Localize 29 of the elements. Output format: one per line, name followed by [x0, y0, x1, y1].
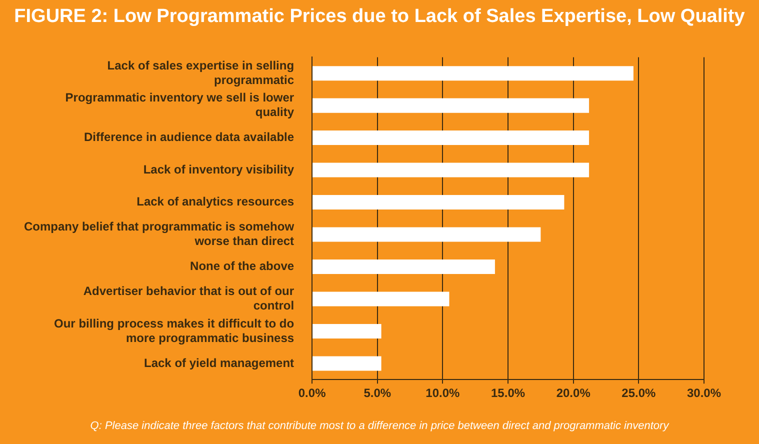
- bar: [312, 130, 590, 146]
- y-tick-label: Lack of sales expertise in selling programmatic: [107, 58, 294, 87]
- x-tick-label: 10.0%: [426, 386, 460, 400]
- x-tick-label: 15.0%: [491, 386, 526, 400]
- bar: [312, 195, 564, 210]
- y-tick-label: Company belief that programmatic is somehow worse than direct: [24, 220, 295, 248]
- y-tick-label: Lack of analytics resources: [136, 194, 294, 209]
- bar: [312, 66, 634, 81]
- bar: [312, 292, 450, 306]
- text: Q: Please indicate three factors that contribute most to a difference in price between direct and programmatic inventory: [89, 420, 670, 432]
- x-tick-label: 30.0%: [686, 386, 722, 400]
- x-tick-label: 25.0%: [622, 386, 656, 400]
- bar: [312, 162, 590, 178]
- x-tick-label: 20.0%: [556, 386, 591, 400]
- chart-title: FIGURE 2: Low Programmatic Prices due to Lack of Sales Expertise, Low Quality: [13, 6, 746, 28]
- y-tick-label: Advertiser behavior that is out of our control: [83, 284, 294, 313]
- y-tick-label: Our billing process makes it difficult to do more programmatic business: [54, 316, 294, 345]
- bar: [312, 227, 541, 242]
- x-tick-label: 5.0%: [364, 386, 392, 400]
- y-tick-label: Lack of yield management: [144, 356, 294, 370]
- bar: [312, 260, 495, 274]
- y-tick-label: Lack of inventory visibility: [143, 162, 294, 176]
- bar: [312, 324, 382, 338]
- bar: [312, 98, 590, 113]
- y-tick-label: Difference in audience data available: [84, 130, 294, 144]
- x-tick-label: 0.0%: [298, 386, 326, 400]
- bar: [312, 356, 382, 371]
- y-tick-label: None of the above: [190, 259, 294, 274]
- y-tick-label: Programmatic inventory we sell is lower quality: [65, 90, 294, 120]
